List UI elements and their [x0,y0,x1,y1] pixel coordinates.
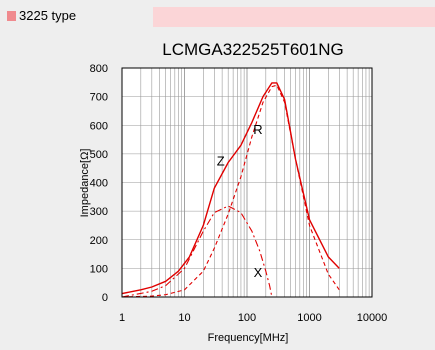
y-tick-label: 300 [90,206,108,218]
plot-border [121,67,373,298]
x-tick-label: 10000 [357,312,388,324]
y-tick-label: 800 [90,63,108,75]
y-tick-label: 0 [102,292,108,304]
grid-lines [121,67,372,298]
y-tick-label: 500 [90,149,108,161]
x-tick-label: 1 [119,312,125,324]
y-axis-label: Impedance[Ω] [79,149,91,218]
annotation-r: R [253,122,262,137]
y-tick-label: 200 [90,235,108,247]
type-label: 3225 type [19,8,77,23]
curve-z [121,82,340,295]
curve-r [121,84,340,298]
x-axis-label: Frequency[MHz] [208,332,289,344]
y-tick-label: 400 [90,178,108,190]
type-header: 3225 type [0,0,435,27]
x-tick-label: 1000 [297,312,321,324]
header-bar [153,7,435,27]
y-tick-label: 600 [90,120,108,132]
chart-title: LCMGA322525T601NG [162,40,343,59]
y-tick-label: 700 [90,92,108,104]
type-marker-icon [7,11,16,21]
tick-labels: 1 10 100 1000 10000 0 100 200 300 400 500 600 700 800 [90,63,388,324]
annotation-x: X [254,265,263,280]
curves [121,82,340,298]
annotation-z: Z [217,153,225,168]
x-tick-label: 100 [238,312,256,324]
curve-x [121,205,273,298]
x-tick-label: 10 [178,312,190,324]
curve-annotations: Z R X [217,122,263,280]
y-tick-label: 100 [90,263,108,275]
